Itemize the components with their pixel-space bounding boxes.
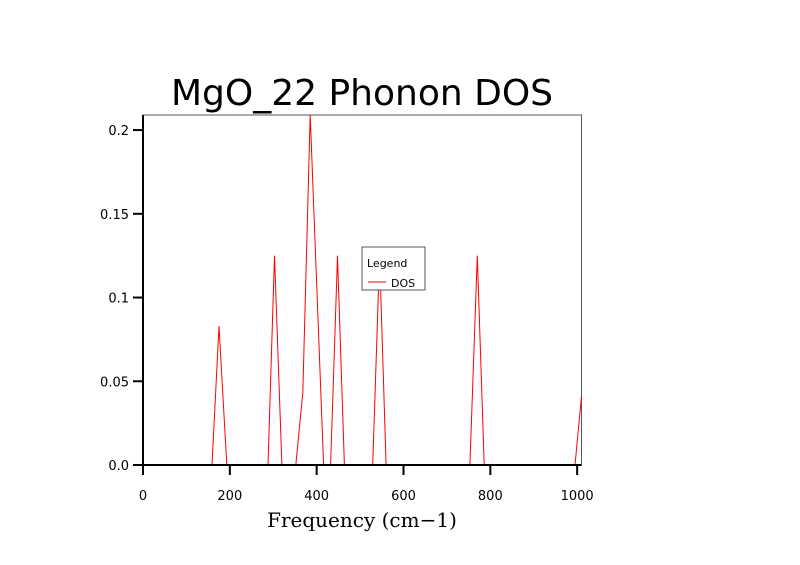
y-tick-label: 0.1 (108, 292, 129, 307)
legend-title: Legend (367, 257, 407, 270)
y-tick-label: 0.2 (108, 124, 129, 139)
legend: Legend DOS (361, 246, 426, 291)
x-tick-label: 400 (304, 489, 329, 504)
y-tick-label: 0.15 (100, 208, 129, 223)
y-tick-label: 0.0 (108, 459, 129, 474)
chart-title: MgO_22 Phonon DOS (171, 73, 553, 114)
x-tick-label: 600 (391, 489, 416, 504)
x-tick-label: 1000 (561, 489, 594, 504)
y-ticks: 0.0 0.05 0.1 0.15 0.2 (100, 124, 143, 474)
legend-box (361, 246, 426, 291)
x-tick-label: 0 (139, 489, 147, 504)
y-tick-label: 0.05 (100, 375, 129, 390)
x-tick-label: 800 (478, 489, 503, 504)
legend-label-dos: DOS (391, 277, 415, 290)
x-ticks: 0 200 400 600 800 1000 (139, 465, 594, 504)
x-axis-label: Frequency (cm−1) (267, 508, 457, 532)
x-tick-label: 200 (217, 489, 242, 504)
